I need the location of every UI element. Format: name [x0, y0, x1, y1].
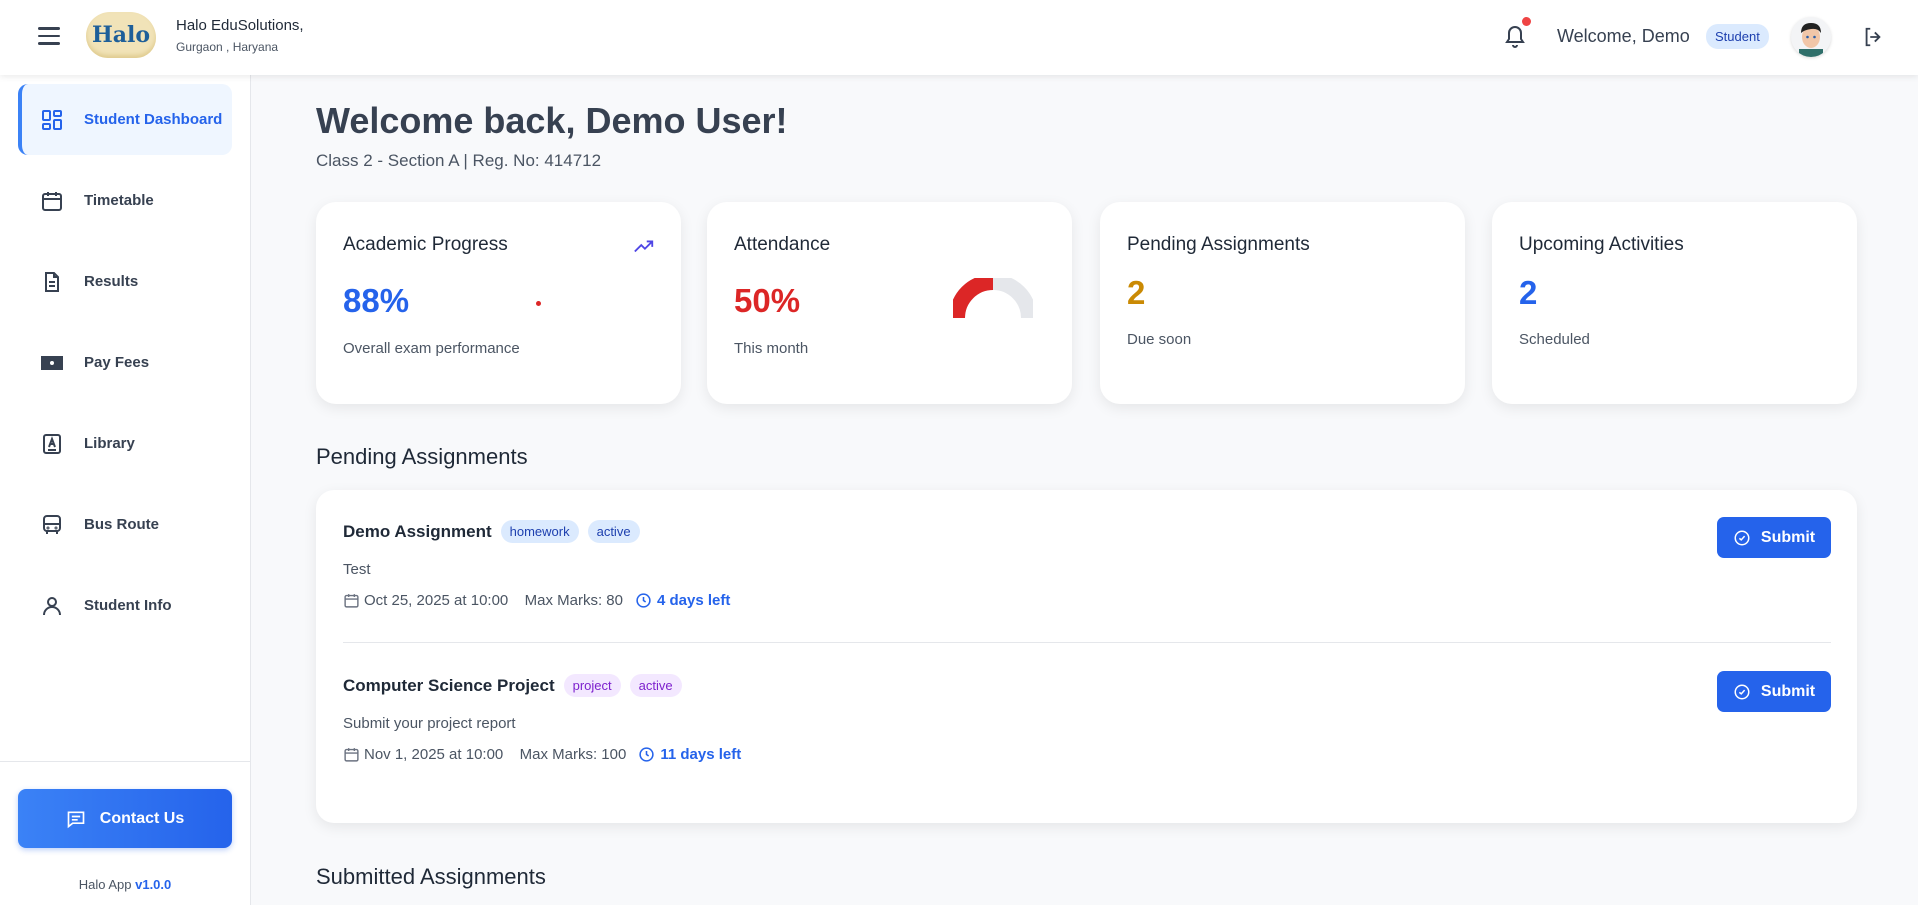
notification-dot	[1522, 17, 1531, 26]
sidebar-item-label: Student Info	[84, 597, 172, 614]
submit-label: Submit	[1760, 682, 1816, 700]
sidebar-divider	[0, 761, 250, 762]
clock-icon	[636, 593, 651, 608]
submit-label: Submit	[1760, 528, 1816, 546]
sidebar-item-bus-route[interactable]: Bus Route	[18, 489, 232, 560]
type-tag: homework	[500, 520, 579, 543]
submit-button[interactable]: Submit	[1717, 517, 1831, 558]
check-circle-icon	[1734, 530, 1750, 545]
assignment-desc: Submit your project report	[343, 715, 516, 732]
document-icon	[45, 271, 59, 292]
avatar[interactable]	[1791, 17, 1831, 57]
pending-assignments-list: Demo Assignment homework active Test Oct…	[316, 490, 1857, 823]
logout-icon[interactable]	[1862, 26, 1884, 48]
bus-icon	[43, 514, 61, 534]
assignment-title: Computer Science Project	[343, 675, 555, 695]
sidebar-item-label: Library	[84, 435, 135, 452]
sidebar-item-pay-fees[interactable]: Pay Fees	[18, 327, 232, 398]
top-header: Halo Halo EduSolutions, Gurgaon , Haryan…	[0, 0, 1918, 75]
attendance-card: Attendance 50% This month	[707, 202, 1072, 404]
sidebar-item-label: Results	[84, 273, 139, 290]
sidebar-item-timetable[interactable]: Timetable	[18, 165, 232, 236]
class-info: Class 2 - Section A | Reg. No: 414712	[316, 151, 602, 170]
card-title: Pending Assignments	[1127, 234, 1310, 255]
sidebar-item-library[interactable]: Library	[18, 408, 232, 479]
pending-assignments-card: Pending Assignments 2 Due soon	[1100, 202, 1465, 404]
status-tag: active	[587, 520, 640, 543]
max-marks: Max Marks: 80	[524, 592, 623, 609]
days-left: 11 days left	[660, 746, 742, 763]
book-icon	[43, 433, 61, 454]
assignment-desc: Test	[343, 561, 371, 578]
card-title: Upcoming Activities	[1519, 234, 1684, 255]
sidebar-item-label: Pay Fees	[84, 354, 150, 371]
submit-button[interactable]: Submit	[1717, 671, 1831, 712]
money-icon	[41, 355, 63, 370]
check-circle-icon	[1734, 684, 1750, 699]
pending-assignments-heading: Pending Assignments	[316, 444, 528, 469]
card-title: Attendance	[734, 234, 831, 255]
type-tag: project	[563, 674, 621, 697]
org-name: Halo EduSolutions,	[176, 17, 304, 34]
max-marks: Max Marks: 100	[519, 746, 627, 763]
card-desc: This month	[734, 340, 809, 357]
assignment-item: Computer Science Project project active …	[343, 671, 1831, 763]
sidebar-item-student-dashboard[interactable]: Student Dashboard	[18, 84, 232, 155]
academic-progress-card: Academic Progress 88% Overall exam perfo…	[316, 202, 681, 404]
submitted-assignments-heading: Submitted Assignments	[316, 864, 546, 889]
due-date: Nov 1, 2025 at 10:00	[364, 746, 504, 763]
halo-logo: Halo	[86, 12, 156, 58]
card-value: 2	[1127, 274, 1146, 311]
sidebar-item-label: Student Dashboard	[84, 111, 223, 128]
calendar-icon	[344, 748, 359, 762]
due-date: Oct 25, 2025 at 10:00	[364, 592, 509, 609]
calendar-icon	[42, 191, 62, 211]
sidebar-item-student-info[interactable]: Student Info	[18, 570, 232, 641]
calendar-icon	[344, 594, 359, 608]
assignment-title: Demo Assignment	[343, 521, 492, 541]
version-prefix: Halo App	[78, 877, 132, 892]
divider	[343, 642, 1831, 643]
welcome-text: Welcome, Demo	[1557, 26, 1690, 46]
upcoming-activities-card: Upcoming Activities 2 Scheduled	[1492, 202, 1857, 404]
sidebar-item-results[interactable]: Results	[18, 246, 232, 317]
page-title: Welcome back, Demo User!	[316, 100, 788, 141]
contact-us-button[interactable]: Contact Us	[18, 789, 232, 848]
menu-icon[interactable]	[38, 27, 60, 45]
chat-icon	[67, 811, 85, 828]
attendance-gauge	[953, 278, 1033, 319]
dashboard-icon	[42, 109, 62, 130]
contact-us-label: Contact Us	[99, 809, 185, 827]
days-left: 4 days left	[656, 592, 731, 609]
card-desc: Due soon	[1127, 331, 1192, 348]
card-desc: Scheduled	[1519, 331, 1590, 348]
card-title: Academic Progress	[343, 234, 508, 255]
card-value: 50%	[734, 282, 801, 319]
clock-icon	[639, 747, 654, 762]
version-number: v1.0.0	[135, 877, 172, 892]
trending-up-icon	[634, 240, 654, 253]
app-version: Halo App v1.0.0	[0, 877, 250, 892]
sidebar: Student Dashboard Timetable Results Pay …	[0, 75, 251, 905]
card-desc: Overall exam performance	[343, 340, 520, 357]
card-value: 2	[1519, 274, 1538, 311]
user-icon	[43, 596, 61, 615]
role-badge: Student	[1706, 24, 1769, 49]
card-value: 88%	[343, 282, 410, 319]
status-tag: active	[629, 674, 682, 697]
chart-dot	[536, 301, 541, 306]
org-location: Gurgaon , Haryana	[176, 40, 279, 54]
notification-bell-icon[interactable]	[1503, 17, 1531, 50]
assignment-item: Demo Assignment homework active Test Oct…	[343, 517, 1831, 609]
organization-info: Halo EduSolutions, Gurgaon , Haryana	[176, 17, 304, 54]
sidebar-item-label: Timetable	[84, 192, 154, 209]
sidebar-item-label: Bus Route	[84, 516, 159, 533]
